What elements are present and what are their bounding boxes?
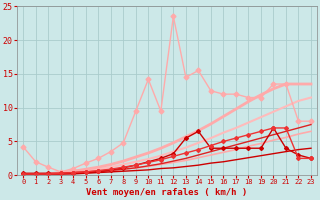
X-axis label: Vent moyen/en rafales ( km/h ): Vent moyen/en rafales ( km/h )	[86, 188, 248, 197]
